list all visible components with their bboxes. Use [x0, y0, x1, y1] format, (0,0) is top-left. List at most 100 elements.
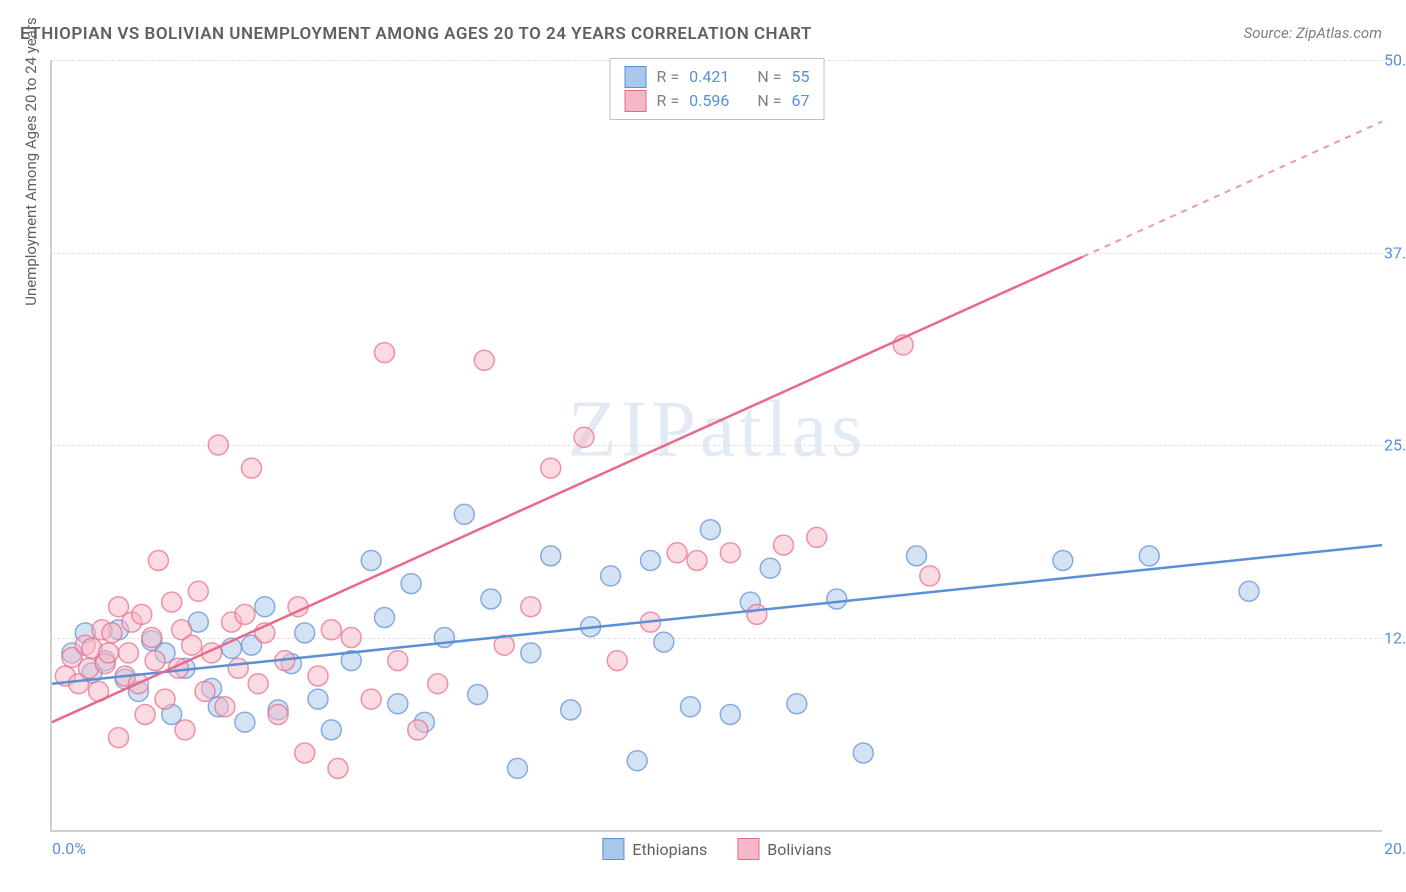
data-point — [428, 674, 448, 694]
data-point — [242, 458, 262, 478]
data-point — [135, 705, 155, 725]
data-point — [680, 697, 700, 717]
data-point — [687, 551, 707, 571]
legend-swatch — [625, 90, 647, 112]
data-point — [361, 689, 381, 709]
data-point — [175, 720, 195, 740]
data-point — [521, 597, 541, 617]
legend-series-item: Bolivians — [737, 838, 831, 860]
data-point — [654, 632, 674, 652]
data-point — [162, 592, 182, 612]
legend-swatch — [602, 838, 624, 860]
data-point — [468, 684, 488, 704]
data-point — [308, 689, 328, 709]
legend-series-item: Ethiopians — [602, 838, 707, 860]
data-point — [235, 604, 255, 624]
data-point — [142, 628, 162, 648]
x-tick-max: 20.0% — [1384, 839, 1406, 858]
x-tick-min: 0.0% — [52, 839, 86, 858]
data-point — [375, 607, 395, 627]
data-point — [508, 758, 528, 778]
data-point — [132, 604, 152, 624]
data-point — [720, 543, 740, 563]
chart-source: Source: ZipAtlas.com — [1244, 24, 1382, 42]
n-label: N = — [757, 89, 781, 113]
legend-swatch — [737, 838, 759, 860]
data-point — [375, 343, 395, 363]
data-point — [388, 694, 408, 714]
data-point — [341, 628, 361, 648]
y-axis-label: Unemployment Among Ages 20 to 24 years — [22, 17, 40, 305]
legend-swatch — [625, 66, 647, 88]
data-point — [1139, 546, 1159, 566]
data-point — [627, 751, 647, 771]
data-point — [641, 551, 661, 571]
data-point — [308, 666, 328, 686]
data-point — [760, 558, 780, 578]
data-point — [607, 651, 627, 671]
data-point — [481, 589, 501, 609]
data-point — [208, 435, 228, 455]
y-tick-label: 50.0% — [1384, 51, 1406, 70]
n-label: N = — [757, 65, 781, 89]
chart-container: ETHIOPIAN VS BOLIVIAN UNEMPLOYMENT AMONG… — [0, 0, 1406, 892]
data-point — [188, 581, 208, 601]
data-point — [827, 589, 847, 609]
y-tick-label: 37.5% — [1384, 243, 1406, 262]
data-point — [248, 674, 268, 694]
data-point — [102, 623, 122, 643]
chart-title: ETHIOPIAN VS BOLIVIAN UNEMPLOYMENT AMONG… — [20, 24, 812, 44]
data-point — [148, 551, 168, 571]
legend-series: Ethiopians Bolivians — [602, 838, 831, 860]
r-label: R = — [657, 89, 680, 113]
data-point — [408, 720, 428, 740]
data-point — [561, 700, 581, 720]
data-point — [228, 658, 248, 678]
data-point — [807, 527, 827, 547]
regression-line — [52, 257, 1083, 722]
data-point — [295, 743, 315, 763]
data-point — [99, 643, 119, 663]
data-point — [145, 651, 165, 671]
data-point — [109, 728, 129, 748]
data-point — [521, 643, 541, 663]
data-point — [853, 743, 873, 763]
data-point — [747, 604, 767, 624]
plot-area: ZIPatlas 12.5%25.0%37.5%50.0% R =0.421N … — [50, 60, 1382, 832]
data-point — [787, 694, 807, 714]
data-point — [401, 574, 421, 594]
data-point — [295, 623, 315, 643]
data-point — [907, 546, 927, 566]
data-point — [328, 758, 348, 778]
data-point — [700, 520, 720, 540]
y-tick-label: 12.5% — [1384, 628, 1406, 647]
legend-correlation: R =0.421N =55R =0.596N =67 — [610, 58, 825, 120]
data-point — [1239, 581, 1259, 601]
data-point — [541, 546, 561, 566]
regression-line-extrapolated — [1083, 122, 1382, 257]
data-point — [774, 535, 794, 555]
legend-correlation-row: R =0.421N =55 — [625, 65, 810, 89]
data-point — [474, 350, 494, 370]
legend-series-label: Bolivians — [767, 840, 831, 859]
data-point — [321, 620, 341, 640]
data-point — [541, 458, 561, 478]
data-point — [601, 566, 621, 586]
r-label: R = — [657, 65, 680, 89]
data-point — [920, 566, 940, 586]
data-point — [454, 504, 474, 524]
data-point — [118, 643, 138, 663]
data-point — [235, 712, 255, 732]
data-point — [215, 697, 235, 717]
r-value: 0.596 — [689, 89, 729, 113]
data-point — [388, 651, 408, 671]
plot-svg — [52, 60, 1382, 830]
data-point — [255, 597, 275, 617]
data-point — [720, 705, 740, 725]
data-point — [195, 681, 215, 701]
data-point — [321, 720, 341, 740]
data-point — [574, 427, 594, 447]
n-value: 67 — [791, 89, 809, 113]
n-value: 55 — [791, 65, 809, 89]
y-tick-label: 25.0% — [1384, 436, 1406, 455]
